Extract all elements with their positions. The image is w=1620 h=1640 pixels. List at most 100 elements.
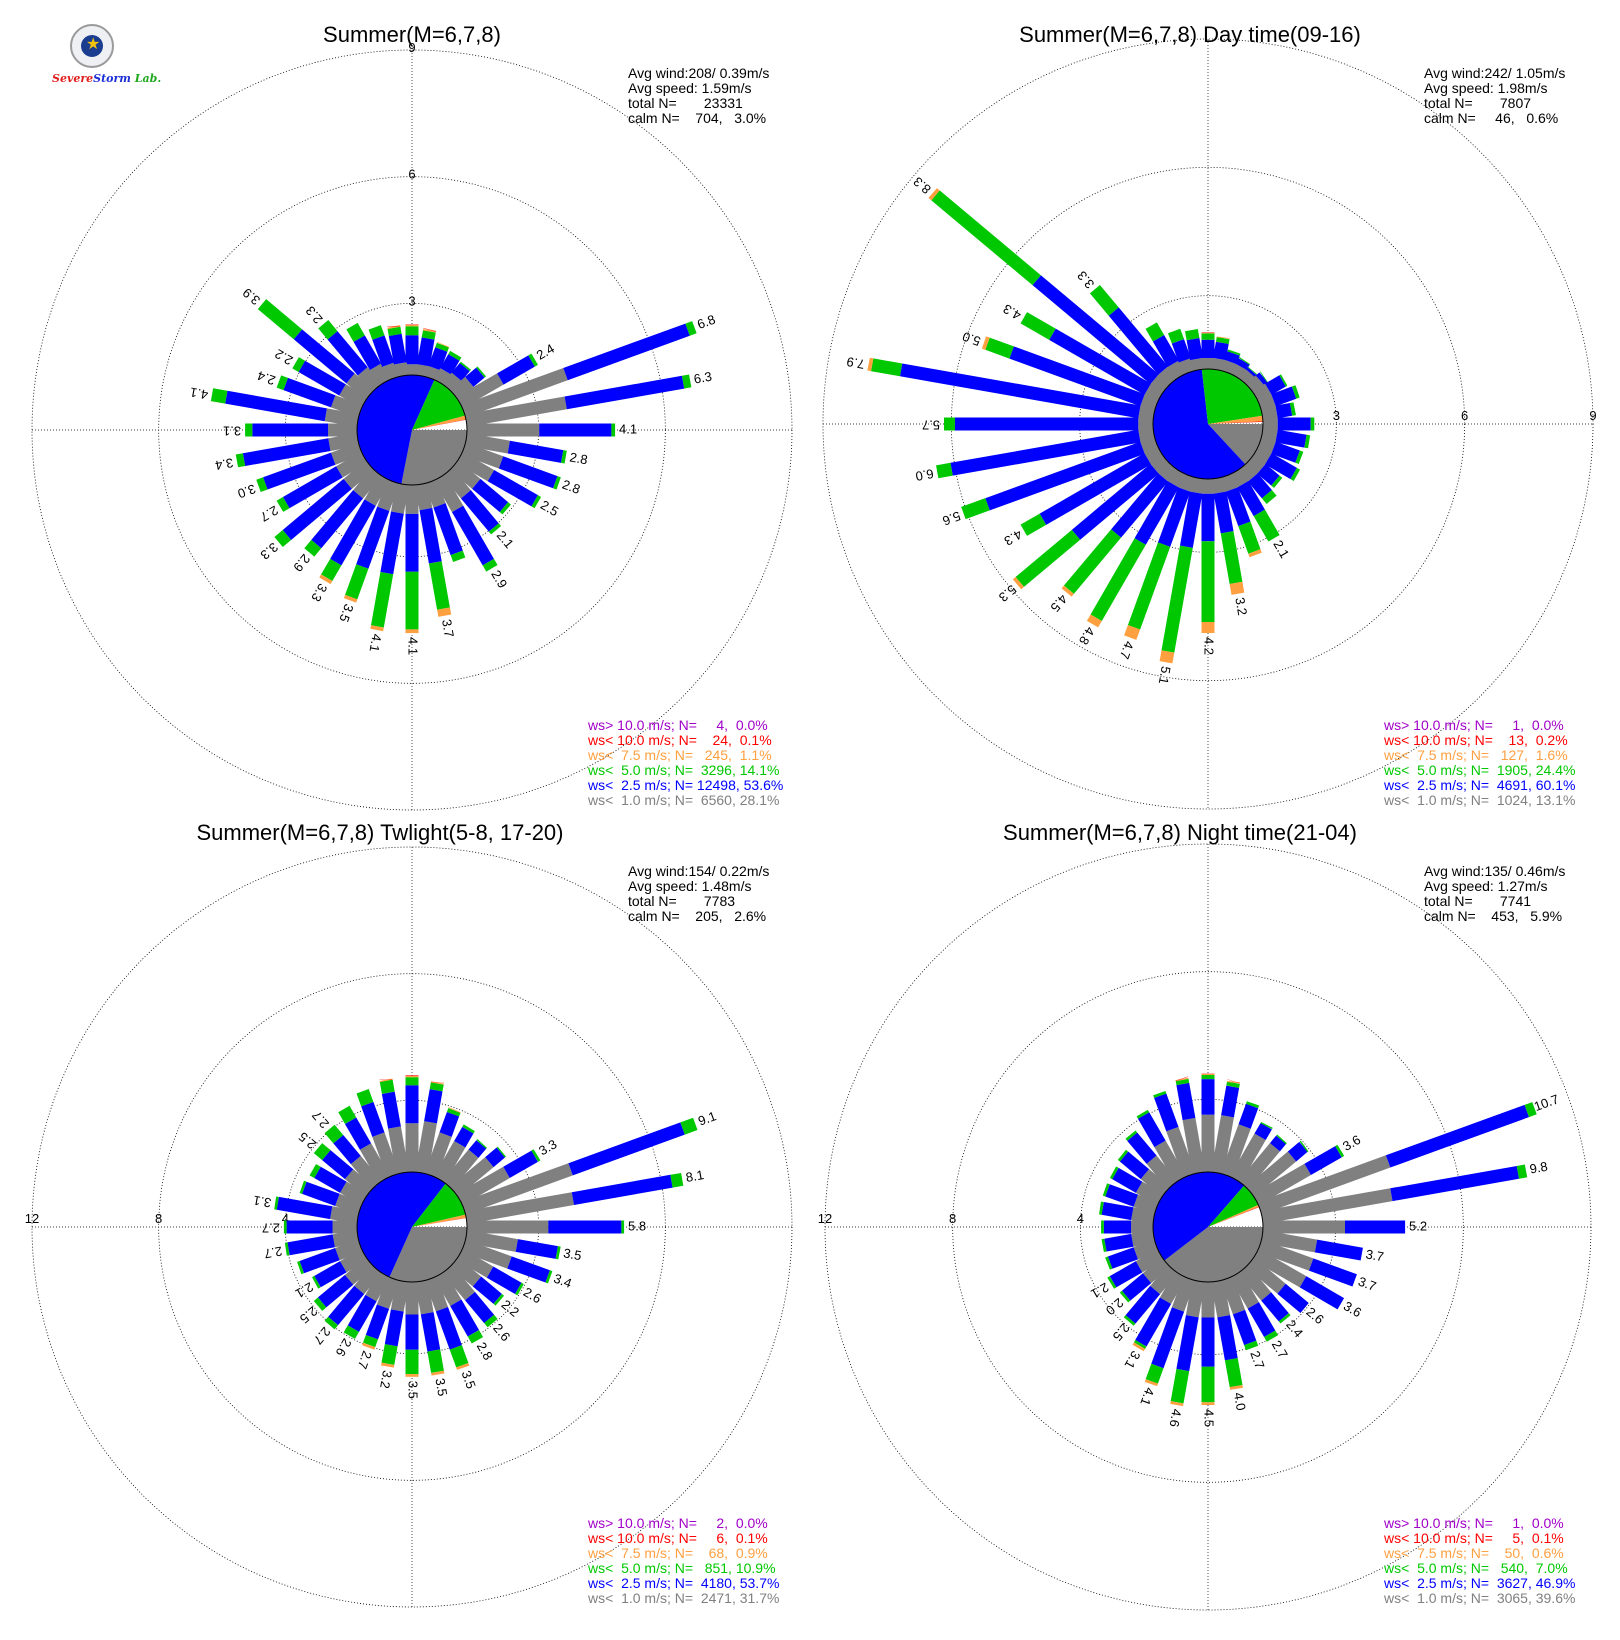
wind-bar-segment (1261, 490, 1277, 504)
wind-bar-segment (437, 607, 452, 617)
ring-tick-label: 3 (1333, 408, 1340, 423)
wind-bar-segment (313, 1143, 331, 1161)
wind-bar-segment (1304, 1146, 1342, 1176)
legend-entry: ws> 10.0 m/s; N= 1, 0.0% (1383, 1515, 1564, 1531)
wind-bar-segment (333, 1135, 361, 1165)
wind-bar-segment (1257, 1155, 1391, 1215)
wind-bar-segment (1238, 369, 1256, 387)
wind-bar-segment (1238, 1103, 1259, 1129)
legend-entry: ws< 1.0 m/s; N= 6560, 28.1% (587, 792, 779, 808)
wind-bar-segment (299, 1180, 307, 1194)
speed-pie-slice (357, 375, 435, 484)
wind-bar-segment (456, 1363, 470, 1370)
ring-tick-label: 4 (282, 1211, 289, 1226)
wind-bar-segment (465, 1230, 518, 1252)
wind-bar-segment (1252, 383, 1272, 403)
wind-bar-segment (449, 1157, 494, 1197)
speed-pie-slice (389, 1227, 467, 1282)
wind-bar-segment (1235, 358, 1250, 371)
wind-bar-segment (382, 362, 400, 381)
wind-bar-segment (1225, 487, 1251, 527)
wind-bar-segment (1039, 453, 1151, 525)
wind-rose-panel: 48123.39.18.15.83.53.42.62.22.62.83.53.5… (25, 820, 793, 1608)
wind-bar-segment (1112, 1167, 1143, 1193)
speed-pie-slice (1208, 1185, 1259, 1227)
bar-value-label: 8.3 (910, 174, 933, 197)
wind-bar-segment (1178, 358, 1196, 375)
wind-bar-segment (465, 396, 567, 427)
wind-bar-segment (387, 326, 402, 336)
stat-line: calm N= 704, 3.0% (628, 110, 766, 126)
wind-bar-segment (1261, 1292, 1289, 1322)
wind-bar-segment (372, 1132, 400, 1178)
wind-bar-segment (274, 530, 292, 547)
wind-bar-segment (440, 354, 460, 375)
wind-bar-segment (297, 1260, 304, 1275)
bar-value-label: 3.6 (1340, 1132, 1363, 1154)
grid-ring (950, 166, 1466, 682)
bar-value-label: 9.1 (696, 1108, 718, 1128)
wind-bar-segment (324, 1124, 344, 1144)
wind-bar-segment (327, 331, 368, 376)
wind-bar-segment (1166, 1126, 1196, 1178)
wind-bar-segment (931, 190, 1041, 286)
wind-bar-segment (442, 1149, 479, 1190)
bar-value-label: 2.5 (1110, 1320, 1133, 1343)
wind-bar-segment (359, 1143, 391, 1183)
wind-bar-segment (347, 1294, 377, 1332)
wind-bar-segment (421, 330, 436, 340)
wind-bar-segment (461, 1239, 512, 1269)
calm-circle (1152, 1171, 1264, 1283)
bar-value-label: 6.8 (695, 312, 717, 332)
wind-bar-segment (338, 1105, 357, 1124)
ring-tick-label: 6 (408, 167, 415, 182)
bar-value-label: 3.2 (377, 1369, 395, 1389)
wind-bar-segment (335, 1239, 363, 1261)
wind-bar-segment (1152, 335, 1179, 367)
bar-value-label: 2.6 (490, 1321, 513, 1344)
stat-line: Avg speed: 1.48m/s (628, 878, 751, 894)
wind-bar-segment (515, 1239, 558, 1259)
bar-value-label: 2.7 (1269, 1338, 1291, 1361)
wind-bar-segment (1264, 1330, 1279, 1342)
wind-bar-segment (1135, 1248, 1164, 1273)
stat-line: Avg wind:135/ 0.46m/s (1424, 863, 1565, 879)
wind-bar-segment (564, 375, 685, 410)
wind-bar-segment (1238, 356, 1251, 366)
wind-bar-segment (1299, 1276, 1345, 1310)
wind-bar-segment (345, 564, 369, 600)
wind-bar-segment (1221, 1085, 1240, 1118)
wind-bar-segment (354, 1264, 382, 1295)
wind-bar-segment (1245, 1257, 1286, 1294)
bar-value-label: 3.5 (406, 1381, 421, 1399)
wind-bar-segment (1107, 1247, 1139, 1269)
ring-tick-label: 12 (818, 1211, 832, 1226)
wind-bar-segment (1133, 1239, 1159, 1260)
wind-bar-segment (456, 1166, 510, 1206)
speed-pie-slice (1208, 424, 1263, 465)
wind-bar-segment (1140, 394, 1159, 412)
wind-bar-segment (356, 506, 390, 569)
bar-value-label: 4.3 (1000, 301, 1023, 323)
wind-bar-segment (1150, 454, 1171, 474)
wind-bar-segment (498, 456, 558, 489)
speed-pie-slice (1208, 415, 1263, 424)
wind-bar-segment (1291, 385, 1300, 399)
wind-bar-segment (381, 1362, 395, 1368)
wind-bar-segment (1101, 1238, 1107, 1252)
wind-bar-segment (1144, 445, 1164, 465)
speed-pie-slice (356, 1171, 446, 1278)
legend-entry: ws< 5.0 m/s; N= 1905, 24.4% (1383, 762, 1575, 778)
wind-bar-segment (1261, 1188, 1393, 1224)
wind-bar-segment (1176, 1315, 1199, 1372)
wind-bar-segment (1132, 1342, 1146, 1352)
wind-bar-segment (1238, 1143, 1280, 1190)
bar-value-label: 2.2 (499, 1297, 522, 1320)
wind-bar-segment (561, 450, 567, 464)
wind-bar-segment (377, 479, 400, 512)
wind-bar-segment (350, 1155, 382, 1190)
wind-bar-segment (1161, 545, 1193, 653)
wind-bar-segment (1278, 1313, 1291, 1324)
wind-bar-segment (456, 1248, 494, 1278)
wind-bar-segment (283, 377, 336, 408)
